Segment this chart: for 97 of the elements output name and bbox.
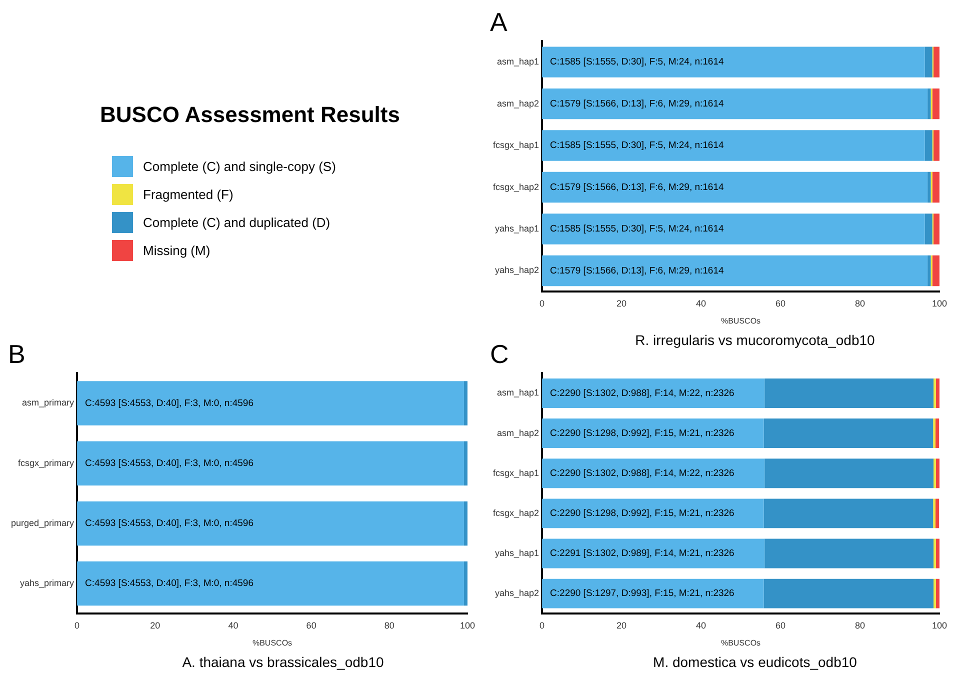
- x-tick-label: 0: [540, 298, 545, 308]
- bar: [542, 578, 764, 608]
- bar: [928, 172, 931, 203]
- bar: [924, 46, 932, 78]
- bar: [542, 418, 764, 448]
- data-label: C:2290 [S:1298, D:992], F:15, M:21, n:2326: [550, 508, 734, 520]
- data-label: C:1585 [S:1555, D:30], F:5, M:24, n:1614: [550, 224, 724, 235]
- data-label: C:4593 [S:4553, D:40], F:3, M:0, n:4596: [85, 578, 254, 590]
- y-tick-label: fcsgx_hap1: [492, 140, 540, 150]
- x-tick-label: 80: [384, 620, 394, 630]
- x-tick-label: 20: [616, 298, 627, 308]
- y-tick-label: yahs_hap1: [494, 223, 540, 234]
- text: Missing (M): [143, 242, 210, 258]
- bar: [542, 378, 765, 408]
- data-label: C:1579 [S:1566, D:13], F:6, M:29, n:1614: [550, 98, 724, 110]
- data-label: C:2290 [S:1297, D:993], F:15, M:21, n:2326: [550, 588, 734, 600]
- x-axis-title: %BUSCOs: [252, 638, 292, 648]
- text: Fragmented (F): [143, 186, 234, 202]
- bar: [932, 172, 940, 203]
- bar: [928, 88, 931, 120]
- y-tick-label: yahs_hap2: [494, 588, 540, 598]
- bar: [936, 418, 940, 448]
- x-tick-label: 80: [854, 620, 866, 630]
- data-label: C:4593 [S:4553, D:40], F:3, M:0, n:4596: [85, 518, 254, 530]
- bar: [542, 130, 925, 161]
- bar: [542, 172, 928, 203]
- y-tick-label: purged_primary: [11, 518, 75, 528]
- x-axis-title: %BUSCOs: [720, 316, 761, 326]
- x-tick-label: 0: [540, 620, 545, 630]
- data-label: C:4593 [S:4553, D:40], F:3, M:0, n:4596: [85, 458, 254, 469]
- y-tick-label: asm_hap1: [497, 56, 540, 67]
- x-tick-label: 100: [460, 620, 476, 630]
- x-tick-label: 60: [306, 620, 316, 630]
- text: R. irregularis vs mucoromycota_odb10: [635, 332, 875, 348]
- text: Complete (C) and single-copy (S): [143, 158, 336, 174]
- bar: [934, 130, 940, 161]
- y-tick-label: yahs_hap2: [494, 265, 540, 276]
- bar: [542, 498, 764, 528]
- bar: [764, 458, 934, 488]
- y-tick-label: fcsgx_hap2: [492, 508, 540, 518]
- x-tick-label: 20: [150, 620, 160, 630]
- chart-title: C: [490, 338, 509, 369]
- bar: [924, 214, 932, 244]
- y-tick-label: fcsgx_hap2: [492, 182, 540, 192]
- data-label: C:2291 [S:1302, D:989], F:14, M:21, n:2326: [550, 548, 734, 560]
- bar: [764, 378, 934, 408]
- data-label: C:4593 [S:4553, D:40], F:3, M:0, n:4596: [85, 398, 254, 409]
- x-tick-label: 0: [74, 620, 80, 630]
- data-label: C:1579 [S:1566, D:13], F:6, M:29, n:1614: [550, 182, 724, 193]
- y-tick-label: yahs_primary: [20, 578, 75, 588]
- y-tick-label: asm_primary: [22, 398, 75, 408]
- data-label: C:2290 [S:1302, D:988], F:14, M:22, n:2326: [550, 388, 734, 399]
- text: BUSCO Assessment Results: [100, 102, 400, 128]
- bar: [933, 418, 936, 448]
- data-label: C:1579 [S:1566, D:13], F:6, M:29, n:1614: [550, 265, 724, 276]
- bar: [542, 255, 928, 286]
- x-tick-label: 40: [696, 298, 706, 308]
- bar: [542, 214, 925, 244]
- text: A. thaiana vs brassicales_odb10: [181, 654, 385, 670]
- y-tick-label: asm_hap1: [497, 388, 540, 398]
- x-tick-label: 80: [854, 298, 866, 308]
- x-tick-label: 60: [776, 620, 786, 630]
- bar: [764, 498, 934, 528]
- x-tick-label: 100: [932, 620, 948, 630]
- bar: [542, 88, 928, 120]
- y-tick-label: fcsgx_hap1: [492, 468, 540, 478]
- data-label: C:2290 [S:1302, D:988], F:14, M:22, n:2326: [550, 468, 734, 479]
- x-axis-title: %BUSCOs: [720, 638, 761, 648]
- text: Complete (C) and duplicated (D): [143, 214, 330, 230]
- bar: [932, 255, 940, 286]
- bar: [933, 498, 936, 528]
- bar: [934, 214, 940, 244]
- x-tick-label: 40: [696, 620, 706, 630]
- data-label: C:2290 [S:1298, D:992], F:15, M:21, n:2326: [550, 428, 734, 439]
- bar: [936, 498, 940, 528]
- x-tick-label: 20: [616, 620, 627, 630]
- x-tick-label: 40: [228, 620, 238, 630]
- bar: [928, 255, 931, 286]
- chart-title: A: [490, 6, 508, 37]
- data-label: C:1585 [S:1555, D:30], F:5, M:24, n:1614: [550, 140, 724, 152]
- bar: [764, 538, 934, 568]
- bar: [924, 130, 932, 161]
- x-tick-label: 100: [932, 298, 948, 308]
- text: M. domestica vs eudicots_odb10: [652, 654, 858, 670]
- x-tick-label: 60: [776, 298, 786, 308]
- bar: [764, 418, 934, 448]
- y-tick-label: asm_hap2: [497, 428, 540, 438]
- bar: [934, 46, 940, 78]
- bar: [542, 458, 765, 488]
- bar: [542, 46, 925, 78]
- data-label: C:1585 [S:1555, D:30], F:5, M:24, n:1614: [550, 56, 724, 68]
- bar: [764, 578, 934, 608]
- bar: [932, 88, 940, 120]
- chart-title: B: [8, 338, 26, 369]
- y-tick-label: asm_hap2: [497, 98, 540, 108]
- y-tick-label: yahs_hap1: [494, 548, 540, 558]
- y-tick-label: fcsgx_primary: [18, 458, 75, 468]
